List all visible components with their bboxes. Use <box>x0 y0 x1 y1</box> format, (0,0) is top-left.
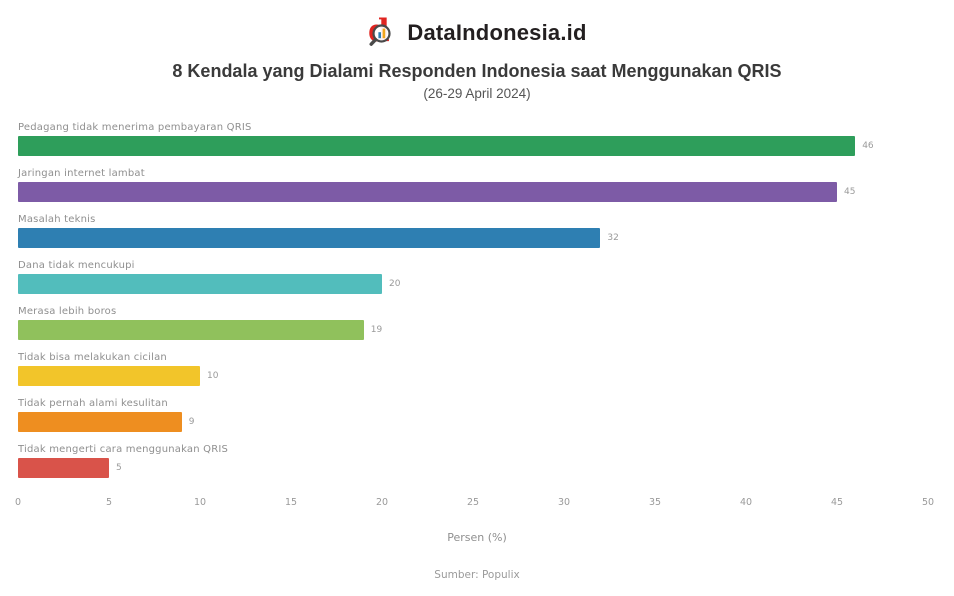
x-axis-tick-label: 25 <box>466 497 480 508</box>
bar <box>18 136 856 156</box>
bar-category-label: Masalah teknis <box>18 214 96 225</box>
bar-value-label: 20 <box>389 279 401 289</box>
x-axis-tick-label: 30 <box>557 497 571 508</box>
x-axis-tick-label: 35 <box>648 497 662 508</box>
x-axis: 0 5 10 15 20 25 30 35 40 45 50 <box>14 497 934 511</box>
bar-row: Merasa lebih boros 19 <box>18 305 928 340</box>
bar-row: Dana tidak mencukupi 20 <box>18 259 928 294</box>
bar-category-label: Jaringan internet lambat <box>18 168 145 179</box>
bar <box>18 412 182 432</box>
x-axis-tick-label: 40 <box>739 497 753 508</box>
bar-category-label: Pedagang tidak menerima pembayaran QRIS <box>18 122 252 133</box>
bar-value-label: 32 <box>607 233 619 243</box>
bar <box>18 458 109 478</box>
bar-value-label: 46 <box>862 141 874 151</box>
x-axis-tick-label: 10 <box>193 497 207 508</box>
bar <box>18 228 601 248</box>
x-axis-tick-label: 0 <box>14 497 22 508</box>
bar <box>18 274 382 294</box>
bar-category-label: Merasa lebih boros <box>18 306 117 317</box>
bar-row: Pedagang tidak menerima pembayaran QRIS 4… <box>18 121 928 156</box>
bar-value-label: 9 <box>188 417 195 427</box>
chart-subtitle: (26-29 April 2024) <box>423 86 531 101</box>
x-axis-tick-label: 5 <box>105 497 113 508</box>
bar-value-label: 45 <box>844 187 856 197</box>
bar <box>18 366 200 386</box>
x-axis-tick-label: 20 <box>375 497 389 508</box>
bar-category-label: Tidak mengerti cara menggunakan QRIS <box>18 444 229 455</box>
bar <box>18 320 364 340</box>
x-axis-tick-label: 45 <box>830 497 844 508</box>
brand-name: DataIndonesia.id <box>407 19 587 45</box>
chart-header: d DataIndonesia.id 8 Kendala yang Dialam… <box>0 0 954 101</box>
magnifier-d-logo-icon: d <box>367 13 398 51</box>
x-axis-tick-label: 15 <box>284 497 298 508</box>
bar-row: Masalah teknis 32 <box>18 213 928 248</box>
bar-category-label: Dana tidak mencukupi <box>18 260 135 271</box>
bar-row: Jaringan internet lambat 45 <box>18 167 928 202</box>
x-axis-label: Persen (%) <box>447 531 507 544</box>
bar-row: Tidak bisa melakukan cicilan 10 <box>18 351 928 386</box>
bar-value-label: 19 <box>370 325 383 335</box>
bar-category-label: Tidak pernah alami kesulitan <box>18 398 168 409</box>
x-axis-tick-label: 50 <box>921 497 935 508</box>
bar-value-label: 10 <box>207 371 219 381</box>
source-note: Sumber: Populix <box>434 569 520 581</box>
brand: d DataIndonesia.id <box>0 13 954 51</box>
chart-title: 8 Kendala yang Dialami Responden Indones… <box>172 61 782 81</box>
bar-row: Tidak mengerti cara menggunakan QRIS 5 <box>18 443 928 478</box>
bar <box>18 182 837 202</box>
bar-chart-plot-area: Pedagang tidak menerima pembayaran QRIS 4… <box>18 121 928 489</box>
bar-row: Tidak pernah alami kesulitan 9 <box>18 397 928 432</box>
bar-value-label: 5 <box>116 463 122 473</box>
bar-category-label: Tidak bisa melakukan cicilan <box>18 352 167 363</box>
